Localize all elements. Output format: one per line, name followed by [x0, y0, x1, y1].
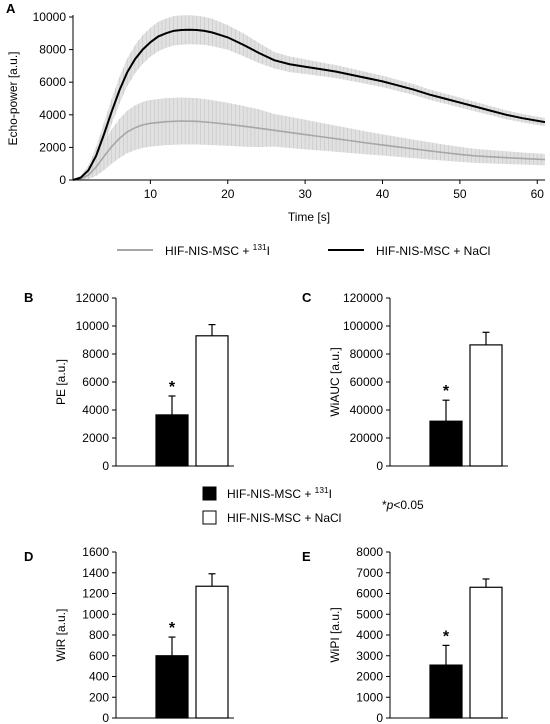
y-tick-label: 60000 — [350, 375, 384, 389]
y-axis-title: WiAUC [a.u.] — [328, 347, 342, 416]
y-tick-label: 12000 — [76, 291, 110, 305]
y-tick-label: 1600 — [82, 545, 109, 559]
x-tick-label-a: 40 — [376, 187, 390, 201]
y-tick-label: 1000 — [356, 690, 383, 704]
legend-label-nacl: HIF-NIS-MSC + NaCl — [227, 511, 341, 525]
panel-a: A 0 2000 4000 6000 8000 10000 10 20 30 40 50 60 Time … — [6, 1, 546, 224]
bar-nacl — [469, 586, 503, 719]
legend-label-series-1: HIF-NIS-MSC + 131I — [165, 242, 270, 258]
legend-label-i131: HIF-NIS-MSC + 131I — [227, 485, 332, 501]
legend-swatch-nacl — [202, 510, 217, 525]
y-tick-label: 4000 — [356, 628, 383, 642]
bar-i131 — [155, 414, 189, 467]
y-tick-label-a: 10000 — [33, 10, 67, 24]
panel-b: B 0 2000 4000 6000 8000 10000 12000 PE [a.u.] * — [24, 290, 234, 473]
panel-d: D 0 200 400 600 800 1000 1200 1400 1600 WiR [a.u.]… — [24, 545, 234, 724]
panel-label-d: D — [24, 549, 33, 564]
bar-i131 — [155, 655, 189, 719]
significance-note: *p<0.05 — [382, 498, 424, 512]
y-tick-label: 600 — [89, 649, 109, 663]
y-tick-label: 2000 — [82, 431, 109, 445]
y-tick-label: 8000 — [82, 347, 109, 361]
legend-swatch-i131 — [202, 486, 217, 501]
bar-nacl — [469, 344, 503, 467]
x-tick-label-a: 60 — [531, 187, 545, 201]
bar-i131 — [429, 420, 463, 467]
bar-nacl — [195, 585, 229, 719]
y-tick-label: 7000 — [356, 566, 383, 580]
y-tick-label: 100000 — [343, 319, 383, 333]
y-tick-label: 2000 — [356, 670, 383, 684]
y-tick-label: 6000 — [82, 375, 109, 389]
y-tick-label: 200 — [89, 690, 109, 704]
y-tick-label: 1400 — [82, 566, 109, 580]
y-tick-label: 0 — [376, 711, 383, 724]
legend-line: HIF-NIS-MSC + 131I HIF-NIS-MSC + NaCl — [117, 242, 490, 258]
bar-i131 — [429, 664, 463, 719]
y-tick-label: 20000 — [350, 431, 384, 445]
y-axis-title: WiPI [a.u.] — [328, 607, 342, 662]
y-tick-label: 1000 — [82, 607, 109, 621]
x-tick-label-a: 50 — [453, 187, 467, 201]
legend-label-series-2: HIF-NIS-MSC + NaCl — [376, 244, 490, 258]
series-line-2 — [72, 28, 546, 181]
y-tick-label: 0 — [102, 711, 109, 724]
panel-e: E 0 1000 2000 3000 4000 5000 6000 7000 8000 WiPI [… — [302, 545, 508, 724]
y-tick-label: 0 — [102, 459, 109, 473]
y-tick-label: 40000 — [350, 403, 384, 417]
x-tick-label-a: 10 — [144, 187, 158, 201]
x-axis-title-a: Time [s] — [288, 210, 330, 224]
x-tick-label-a: 20 — [221, 187, 235, 201]
panel-label-e: E — [302, 549, 311, 564]
panel-label-b: B — [24, 290, 33, 305]
y-tick-label-a: 6000 — [39, 75, 66, 89]
panel-c: C 0 20000 40000 60000 80000 100000 120000 WiAUC … — [302, 290, 508, 473]
legend-bar: HIF-NIS-MSC + 131I HIF-NIS-MSC + NaCl — [202, 485, 341, 525]
significance-marker: * — [169, 620, 176, 637]
y-tick-label-a: 0 — [59, 173, 66, 187]
y-axis-title: PE [a.u.] — [54, 359, 68, 405]
significance-marker: * — [443, 628, 450, 645]
y-tick-label: 10000 — [76, 319, 110, 333]
bar-nacl — [195, 335, 229, 467]
y-tick-label: 80000 — [350, 347, 384, 361]
significance-marker: * — [169, 379, 176, 396]
y-tick-label-a: 4000 — [39, 108, 66, 122]
y-tick-label: 400 — [89, 670, 109, 684]
panel-label-c: C — [302, 290, 312, 305]
y-tick-label: 120000 — [343, 291, 383, 305]
y-tick-label: 3000 — [356, 649, 383, 663]
y-tick-label: 8000 — [356, 545, 383, 559]
y-tick-label: 4000 — [82, 403, 109, 417]
panel-label-a: A — [6, 1, 16, 16]
y-tick-label: 1200 — [82, 587, 109, 601]
y-tick-label: 800 — [89, 628, 109, 642]
x-tick-label-a: 30 — [298, 187, 312, 201]
series-line-1 — [72, 120, 546, 181]
y-tick-label-a: 8000 — [39, 43, 66, 57]
y-tick-label: 0 — [376, 459, 383, 473]
significance-marker: * — [443, 383, 450, 400]
y-tick-label: 5000 — [356, 607, 383, 621]
y-tick-label-a: 2000 — [39, 140, 66, 154]
error-band-series-2 — [73, 15, 545, 180]
y-axis-title-a: Echo-power [a.u.] — [6, 51, 20, 145]
y-tick-label: 6000 — [356, 587, 383, 601]
y-axis-title: WiR [a.u.] — [54, 609, 68, 662]
